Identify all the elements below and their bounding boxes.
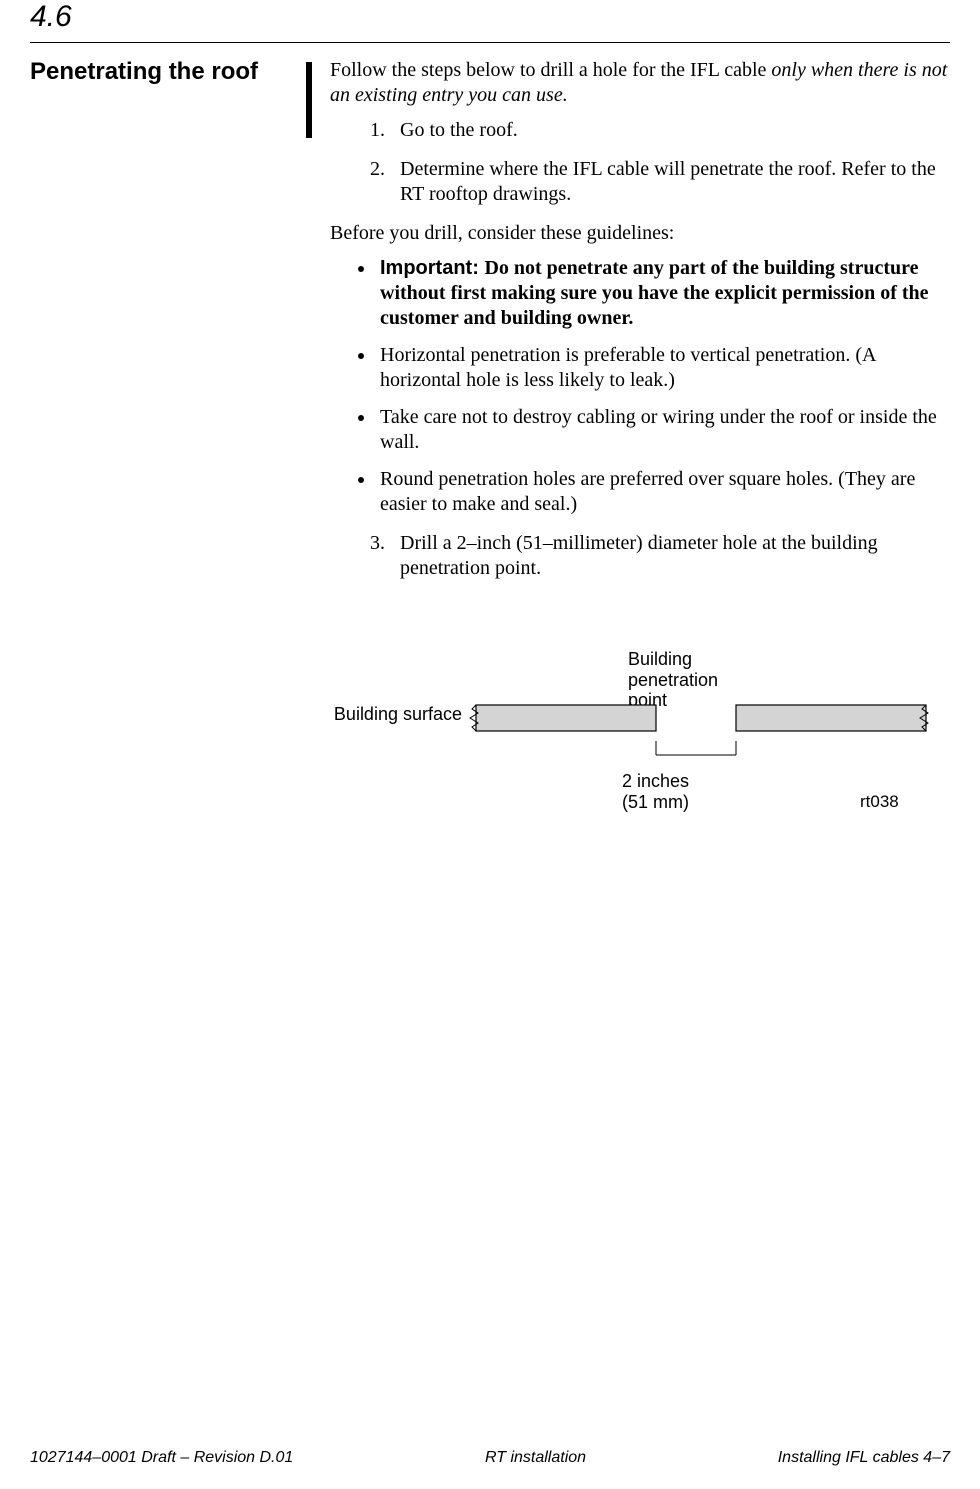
footer-right: Installing IFL cables 4–7 xyxy=(778,1449,950,1467)
intro-paragraph: Follow the steps below to drill a hole f… xyxy=(330,58,950,108)
top-rule xyxy=(30,42,950,43)
bullet-important: Important: Do not penetrate any part of … xyxy=(376,256,950,331)
bullet-horizontal: Horizontal penetration is preferable to … xyxy=(376,343,950,393)
figure-label-dim-l2: (51 mm) xyxy=(622,792,689,812)
steps-list-b: Drill a 2–inch (51–millimeter) diameter … xyxy=(330,531,950,581)
footer-center: RT installation xyxy=(485,1449,586,1467)
figure-label-dimension: 2 inches (51 mm) xyxy=(622,771,742,812)
content-column: Follow the steps below to drill a hole f… xyxy=(330,58,950,829)
figure: Building surface Building penetration po… xyxy=(330,629,950,829)
intro-prefix: Follow the steps below to drill a hole f… xyxy=(330,59,771,81)
bullet-cabling: Take care not to destroy cabling or wiri… xyxy=(376,405,950,455)
figure-label-point-l2: penetration xyxy=(628,670,718,690)
step-1: Go to the roof. xyxy=(390,118,950,143)
step-3: Drill a 2–inch (51–millimeter) diameter … xyxy=(390,531,950,581)
footer: 1027144–0001 Draft – Revision D.01 RT in… xyxy=(30,1449,950,1467)
bullet-list: Important: Do not penetrate any part of … xyxy=(330,256,950,517)
step-2: Determine where the IFL cable will penet… xyxy=(390,157,950,207)
figure-label-point-l1: Building xyxy=(628,649,692,669)
figure-label-dim-l1: 2 inches xyxy=(622,771,689,791)
guideline-intro: Before you drill, consider these guideli… xyxy=(330,221,950,246)
sidebar-heading: Penetrating the roof xyxy=(30,58,290,86)
important-label: Important: xyxy=(380,257,484,279)
change-bar xyxy=(306,62,312,138)
footer-left: 1027144–0001 Draft – Revision D.01 xyxy=(30,1449,293,1467)
figure-svg xyxy=(466,695,936,765)
page: 4.6 Penetrating the roof Follow the step… xyxy=(0,0,980,1489)
bullet-round: Round penetration holes are preferred ov… xyxy=(376,467,950,517)
section-number: 4.6 xyxy=(30,0,72,34)
steps-list-a: Go to the roof. Determine where the IFL … xyxy=(330,118,950,207)
figure-id: rt038 xyxy=(860,791,899,812)
figure-label-surface: Building surface xyxy=(302,703,462,726)
